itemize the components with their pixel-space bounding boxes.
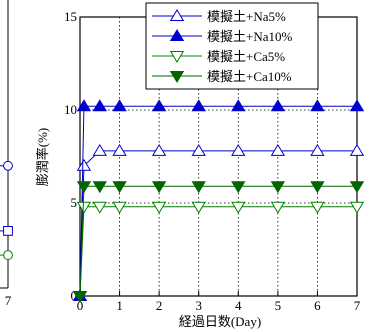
y-axis-label: 膨潤率(%) bbox=[35, 128, 50, 187]
data-point bbox=[191, 143, 206, 156]
series-line bbox=[79, 185, 357, 297]
left-partial-chart: 7 bbox=[0, 0, 13, 308]
data-point bbox=[231, 201, 246, 214]
data-point bbox=[112, 201, 127, 214]
left-fragment-marker bbox=[3, 160, 13, 171]
legend-marker bbox=[169, 9, 185, 21]
axis-ticks: 0 1 2 3 4 5 6 7 0 5 10 15 bbox=[64, 9, 361, 313]
data-point bbox=[231, 143, 246, 156]
x-tick-label: 2 bbox=[156, 298, 163, 313]
data-point bbox=[349, 201, 365, 214]
legend-label: 模擬土+Ca5% bbox=[207, 49, 285, 64]
series-4 bbox=[72, 181, 365, 303]
data-point bbox=[151, 181, 167, 194]
data-point bbox=[92, 181, 107, 194]
data-point bbox=[310, 143, 325, 156]
legend-marker bbox=[169, 71, 185, 83]
y-tick-label: 0 bbox=[71, 288, 78, 303]
x-tick-label: 7 bbox=[354, 298, 361, 313]
x-tick-label: 5 bbox=[275, 298, 282, 313]
data-point bbox=[72, 291, 88, 303]
data-point bbox=[349, 99, 365, 112]
data-point bbox=[112, 143, 127, 156]
y-tick-label: 10 bbox=[64, 102, 77, 117]
y-tick-label: 5 bbox=[71, 195, 78, 210]
data-point bbox=[231, 181, 246, 194]
legend-marker bbox=[169, 51, 185, 63]
series-2 bbox=[72, 99, 365, 301]
x-tick-label: 6 bbox=[314, 298, 321, 313]
series-line bbox=[79, 105, 357, 297]
grid-lines bbox=[80, 17, 357, 296]
data-point bbox=[349, 143, 365, 156]
legend-label: 模擬土+Na10% bbox=[207, 29, 292, 44]
data-point bbox=[92, 201, 107, 214]
data-point bbox=[151, 201, 167, 214]
data-point bbox=[151, 143, 167, 156]
series-line bbox=[79, 206, 357, 297]
data-point bbox=[270, 201, 286, 214]
series-1 bbox=[72, 143, 365, 301]
data-point bbox=[310, 201, 325, 214]
data-point bbox=[310, 181, 325, 194]
x-tick-label: 3 bbox=[195, 298, 202, 313]
x-tick-label: 4 bbox=[235, 298, 242, 313]
data-point bbox=[112, 99, 127, 112]
legend-label: 模擬土+Ca10% bbox=[207, 69, 292, 84]
data-point bbox=[349, 181, 365, 194]
left-fragment-x-tick-label: 7 bbox=[5, 293, 12, 308]
x-tick-label: 1 bbox=[116, 298, 123, 313]
x-axis-label: 経過日数(Day) bbox=[179, 314, 261, 329]
data-point bbox=[270, 143, 286, 156]
data-point bbox=[92, 143, 107, 156]
data-point bbox=[191, 201, 206, 214]
legend-marker bbox=[169, 29, 185, 41]
data-point bbox=[270, 181, 286, 194]
data-point bbox=[231, 99, 246, 112]
legend: 模擬土+Na5% 模擬土+Na10% 模擬土+Ca5% 模擬土+Ca10% bbox=[145, 2, 319, 90]
left-fragment-marker bbox=[3, 226, 13, 236]
data-point bbox=[76, 99, 92, 112]
data-point bbox=[76, 181, 92, 194]
x-tick-label: 0 bbox=[77, 298, 84, 313]
series-layer bbox=[72, 99, 365, 303]
data-point bbox=[76, 158, 92, 171]
data-point bbox=[92, 99, 107, 112]
left-fragment-marker bbox=[3, 250, 13, 260]
series-line bbox=[79, 150, 357, 297]
data-point bbox=[151, 99, 167, 112]
series-3 bbox=[72, 201, 365, 303]
data-point bbox=[191, 99, 206, 112]
data-point bbox=[270, 99, 286, 112]
data-point bbox=[76, 201, 92, 214]
data-point bbox=[310, 99, 325, 112]
y-tick-label: 15 bbox=[64, 9, 77, 24]
legend-label: 模擬土+Na5% bbox=[207, 9, 286, 24]
plot-area: 0 1 2 3 4 5 6 7 0 5 10 15 bbox=[64, 9, 365, 313]
data-point bbox=[191, 181, 206, 194]
data-point bbox=[112, 181, 127, 194]
